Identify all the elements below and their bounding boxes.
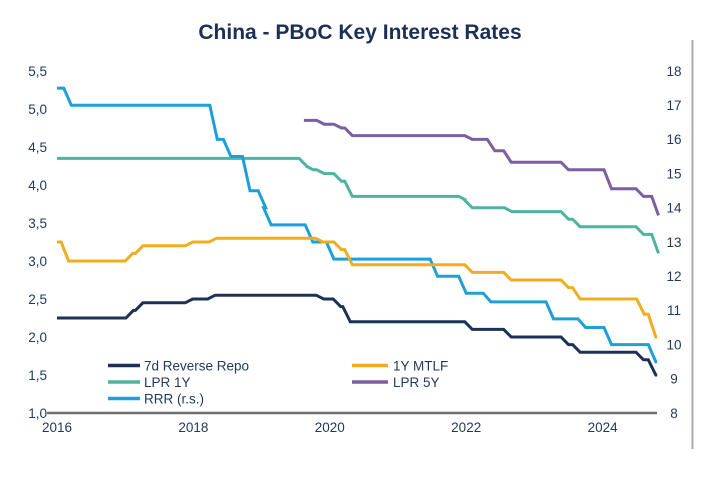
y-right-tick-label: 16 xyxy=(666,132,681,147)
y-left-tick-label: 4,5 xyxy=(28,140,47,155)
x-tick-label: 2016 xyxy=(42,420,72,435)
y-left-tick-label: 2,0 xyxy=(28,330,47,345)
y-right-tick-label: 18 xyxy=(666,64,681,79)
y-right-tick-label: 17 xyxy=(666,98,681,113)
legend-label: 7d Reverse Repo xyxy=(144,358,249,373)
legend-label: 1Y MTLF xyxy=(393,358,448,373)
legend-item: 7d Reverse Repo xyxy=(108,358,249,373)
y-left-tick-label: 5,5 xyxy=(28,64,47,79)
y-right-tick-label: 12 xyxy=(666,269,681,284)
y-right-tick-label: 10 xyxy=(666,337,681,352)
legend-label: RRR (r.s.) xyxy=(144,391,204,406)
series-line-1y-mtlf xyxy=(57,236,658,339)
x-tick-label: 2020 xyxy=(315,420,345,435)
x-tick-label: 2024 xyxy=(588,420,619,435)
legend-label: LPR 5Y xyxy=(393,375,440,390)
y-left-tick-label: 2,5 xyxy=(28,292,47,307)
legend-label: LPR 1Y xyxy=(144,375,191,390)
y-left-tick-label: 1,5 xyxy=(28,368,47,383)
chart-title: China - PBoC Key Interest Rates xyxy=(198,21,521,44)
series-line-lpr-5y xyxy=(303,118,660,216)
y-left-tick-label: 3,0 xyxy=(28,254,47,269)
y-right-tick-label: 11 xyxy=(667,303,681,318)
y-left-tick-label: 1,0 xyxy=(28,406,47,421)
series-line-lpr-1y xyxy=(57,156,660,254)
y-left-tick-label: 4,0 xyxy=(28,178,47,193)
series-line-rrr-r-s- xyxy=(57,86,658,364)
y-left-tick-label: 5,0 xyxy=(28,102,47,117)
y-right-tick-label: 8 xyxy=(670,406,678,421)
legend-item: LPR 1Y xyxy=(108,375,191,390)
y-right-tick-label: 9 xyxy=(670,372,678,387)
x-tick-label: 2018 xyxy=(178,420,208,435)
y-left-tick-label: 3,5 xyxy=(28,216,47,231)
series-layer xyxy=(57,86,660,377)
axes-layer: 5,5 5,0 4,5 4,0 3,5 3,0 2,5 2,0 1,5 1,0 18 17 16 15 14… xyxy=(28,40,694,449)
y-right-tick-label: 13 xyxy=(666,235,681,250)
legend-item: 1Y MTLF xyxy=(352,358,448,373)
x-tick-label: 2022 xyxy=(451,420,481,435)
legend-item: LPR 5Y xyxy=(352,375,440,390)
series-line-7d-reverse-repo xyxy=(57,293,658,377)
y-right-tick-label: 14 xyxy=(666,201,682,216)
y-right-tick-label: 15 xyxy=(666,166,681,181)
legend-item: RRR (r.s.) xyxy=(108,391,204,406)
